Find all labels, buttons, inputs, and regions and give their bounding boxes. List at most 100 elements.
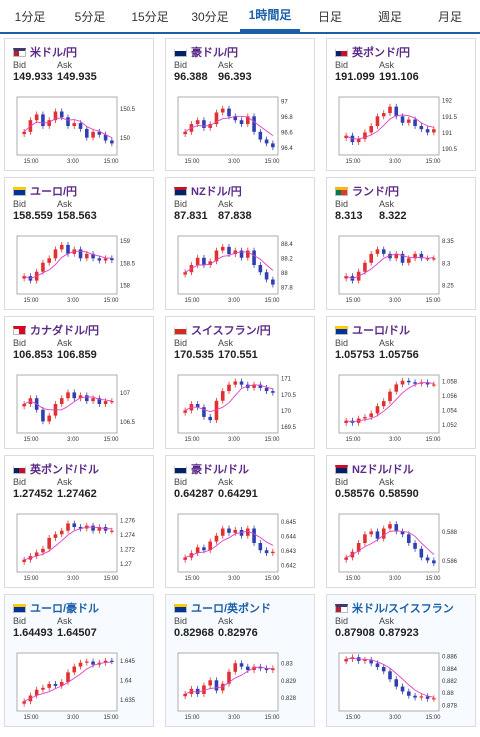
flag-eu-icon xyxy=(13,603,26,613)
x-tick-label: 3:00 xyxy=(228,298,240,304)
rate-card[interactable]: ユーロ/円 Bid Ask 158.559 158.563 158 158.5 159 15:0… xyxy=(4,177,154,310)
y-tick-label: 0.886 xyxy=(442,655,458,661)
candle-body xyxy=(97,131,102,135)
tab-6[interactable]: 週足 xyxy=(377,9,402,24)
rate-card[interactable]: 英ポンド/ドル Bid Ask 1.27452 1.27462 1.27 1.272 1.27… xyxy=(4,455,154,588)
rate-card[interactable]: 米ドル/スイスフラン Bid Ask 0.87908 0.87923 0.878 0.88 0… xyxy=(326,594,476,727)
candle-body xyxy=(432,129,436,133)
y-tick-label: 88.2 xyxy=(281,256,293,262)
bid-value: 87.831 xyxy=(174,210,208,222)
rate-card[interactable]: ユーロ/豪ドル Bid Ask 1.64493 1.64507 1.635 1.64 1.64… xyxy=(4,594,154,727)
candle-body xyxy=(375,531,380,539)
y-tick-label: 1.052 xyxy=(442,423,458,429)
tab-4[interactable]: 1時間足 xyxy=(240,0,300,32)
rate-card[interactable]: 米ドル/円 Bid Ask 149.933 149.935 150 150.5 15:00 3:… xyxy=(4,38,154,171)
mini-chart: 0.586 0.588 15:00 3:00 15:00 xyxy=(338,513,458,582)
x-tick-label: 15:00 xyxy=(345,576,361,582)
y-tick-label: 1.272 xyxy=(120,547,136,553)
candle-body xyxy=(264,550,269,554)
bid-value: 0.64287 xyxy=(174,488,214,500)
rate-card[interactable]: スイスフラン/円 Bid Ask 170.535 170.551 169.5 170 170.… xyxy=(165,316,315,449)
pair-title[interactable]: 豪ドル/円 xyxy=(174,44,238,60)
bid-label: Bid xyxy=(335,338,349,348)
y-tick-label: 88.4 xyxy=(281,242,293,248)
x-tick-label: 3:00 xyxy=(228,437,240,443)
x-tick-label: 15:00 xyxy=(103,576,119,582)
pair-title[interactable]: ランド/円 xyxy=(335,183,399,199)
pair-title[interactable]: NZドル/円 xyxy=(174,183,242,199)
pair-title[interactable]: ユーロ/円 xyxy=(13,183,77,199)
pair-title[interactable]: ユーロ/ドル xyxy=(335,322,410,338)
rate-card[interactable]: ランド/円 Bid Ask 8.313 8.322 8.25 8.3 8.35 15:00 3:0… xyxy=(326,177,476,310)
candle-body xyxy=(78,123,83,129)
candle-body xyxy=(227,528,231,533)
candle-body xyxy=(425,696,430,699)
ask-label: Ask xyxy=(379,616,395,626)
candle-body xyxy=(400,253,405,263)
candle-body xyxy=(271,551,275,554)
y-tick-label: 158 xyxy=(120,284,131,290)
y-tick-label: 169.5 xyxy=(281,425,297,431)
candle-body xyxy=(53,249,58,259)
mini-chart: 150 150.5 15:00 3:00 15:00 xyxy=(16,96,136,165)
x-tick-label: 15:00 xyxy=(345,298,361,304)
candle-body xyxy=(432,384,436,386)
candle-body xyxy=(369,126,373,133)
candle-body xyxy=(72,523,77,528)
rate-card[interactable]: ユーロ/英ポンド Bid Ask 0.82968 0.82976 0.828 0.829 0.… xyxy=(165,594,315,727)
moving-average-line xyxy=(346,382,434,423)
timeframe-tabs: 1分足 5分足 15分足 30分足 1時間足 日足 週足 月足 xyxy=(0,0,480,34)
candle-body xyxy=(363,132,367,139)
rate-card[interactable]: 英ポンド/円 Bid Ask 191.099 191.106 190.5 191 191.5 1… xyxy=(326,38,476,171)
pair-title[interactable]: カナダドル/円 xyxy=(13,322,99,338)
pair-title[interactable]: 米ドル/スイスフラン xyxy=(335,600,454,616)
rate-card[interactable]: NZドル/円 Bid Ask 87.831 87.838 87.8 88 88.2 88.4 15… xyxy=(165,177,315,310)
x-tick-label: 3:00 xyxy=(228,159,240,165)
pair-title[interactable]: ユーロ/英ポンド xyxy=(174,600,271,616)
pair-title[interactable]: 英ポンド/円 xyxy=(335,44,410,60)
rate-card[interactable]: 豪ドル/円 Bid Ask 96.388 96.393 96.4 96.6 96.8 97 15:… xyxy=(165,38,315,171)
rate-card[interactable]: NZドル/ドル Bid Ask 0.58576 0.58590 0.586 0.588 15:… xyxy=(326,455,476,588)
rate-card[interactable]: カナダドル/円 Bid Ask 106.853 106.859 106.5 107 15:00… xyxy=(4,316,154,449)
rate-card[interactable]: 豪ドル/ドル Bid Ask 0.64287 0.64291 0.642 0.643 0.64… xyxy=(165,455,315,588)
x-tick-label: 15:00 xyxy=(264,159,280,165)
mini-chart: 0.878 0.88 0.882 0.884 0.886 15:00 3:00 15:00 xyxy=(338,652,458,721)
moving-average-line xyxy=(345,114,434,140)
candle-body xyxy=(85,253,89,259)
candle-body xyxy=(381,113,386,117)
pair-title[interactable]: スイスフラン/円 xyxy=(174,322,271,338)
ask-value: 0.58590 xyxy=(379,488,419,500)
candle-body xyxy=(91,131,95,138)
pair-name: ランド/円 xyxy=(352,186,400,198)
candle-body xyxy=(356,543,361,552)
pair-title[interactable]: 米ドル/円 xyxy=(13,44,77,60)
ask-value: 1.05756 xyxy=(379,349,419,361)
candle-body xyxy=(239,250,244,258)
pair-title[interactable]: ユーロ/豪ドル xyxy=(13,600,99,616)
tab-7[interactable]: 月足 xyxy=(437,9,462,24)
candle-body xyxy=(220,528,225,536)
tab-1[interactable]: 5分足 xyxy=(74,9,106,24)
rate-card[interactable]: ユーロ/ドル Bid Ask 1.05753 1.05756 1.052 1.054 1.05… xyxy=(326,316,476,449)
candle-body xyxy=(407,258,411,263)
x-tick-label: 3:00 xyxy=(389,576,401,582)
ask-value: 87.838 xyxy=(218,210,252,222)
candle-body xyxy=(208,541,212,551)
tab-3[interactable]: 30分足 xyxy=(191,9,229,24)
candle-body xyxy=(183,272,187,275)
bid-label: Bid xyxy=(335,60,349,70)
y-tick-label: 0.829 xyxy=(281,679,297,685)
pair-title[interactable]: 豪ドル/ドル xyxy=(174,461,249,477)
tab-2[interactable]: 15分足 xyxy=(131,9,169,24)
candle-body xyxy=(110,258,114,261)
tab-0[interactable]: 1分足 xyxy=(14,9,46,24)
pair-title[interactable]: NZドル/ドル xyxy=(335,461,414,477)
candle-body xyxy=(91,661,95,665)
candle-body xyxy=(413,253,417,259)
mini-chart: 106.5 107 15:00 3:00 15:00 xyxy=(16,374,136,443)
x-tick-label: 3:00 xyxy=(67,437,79,443)
candle-body xyxy=(425,129,430,133)
tab-5[interactable]: 日足 xyxy=(317,9,342,24)
x-tick-label: 15:00 xyxy=(23,437,39,443)
pair-title[interactable]: 英ポンド/ドル xyxy=(13,461,99,477)
